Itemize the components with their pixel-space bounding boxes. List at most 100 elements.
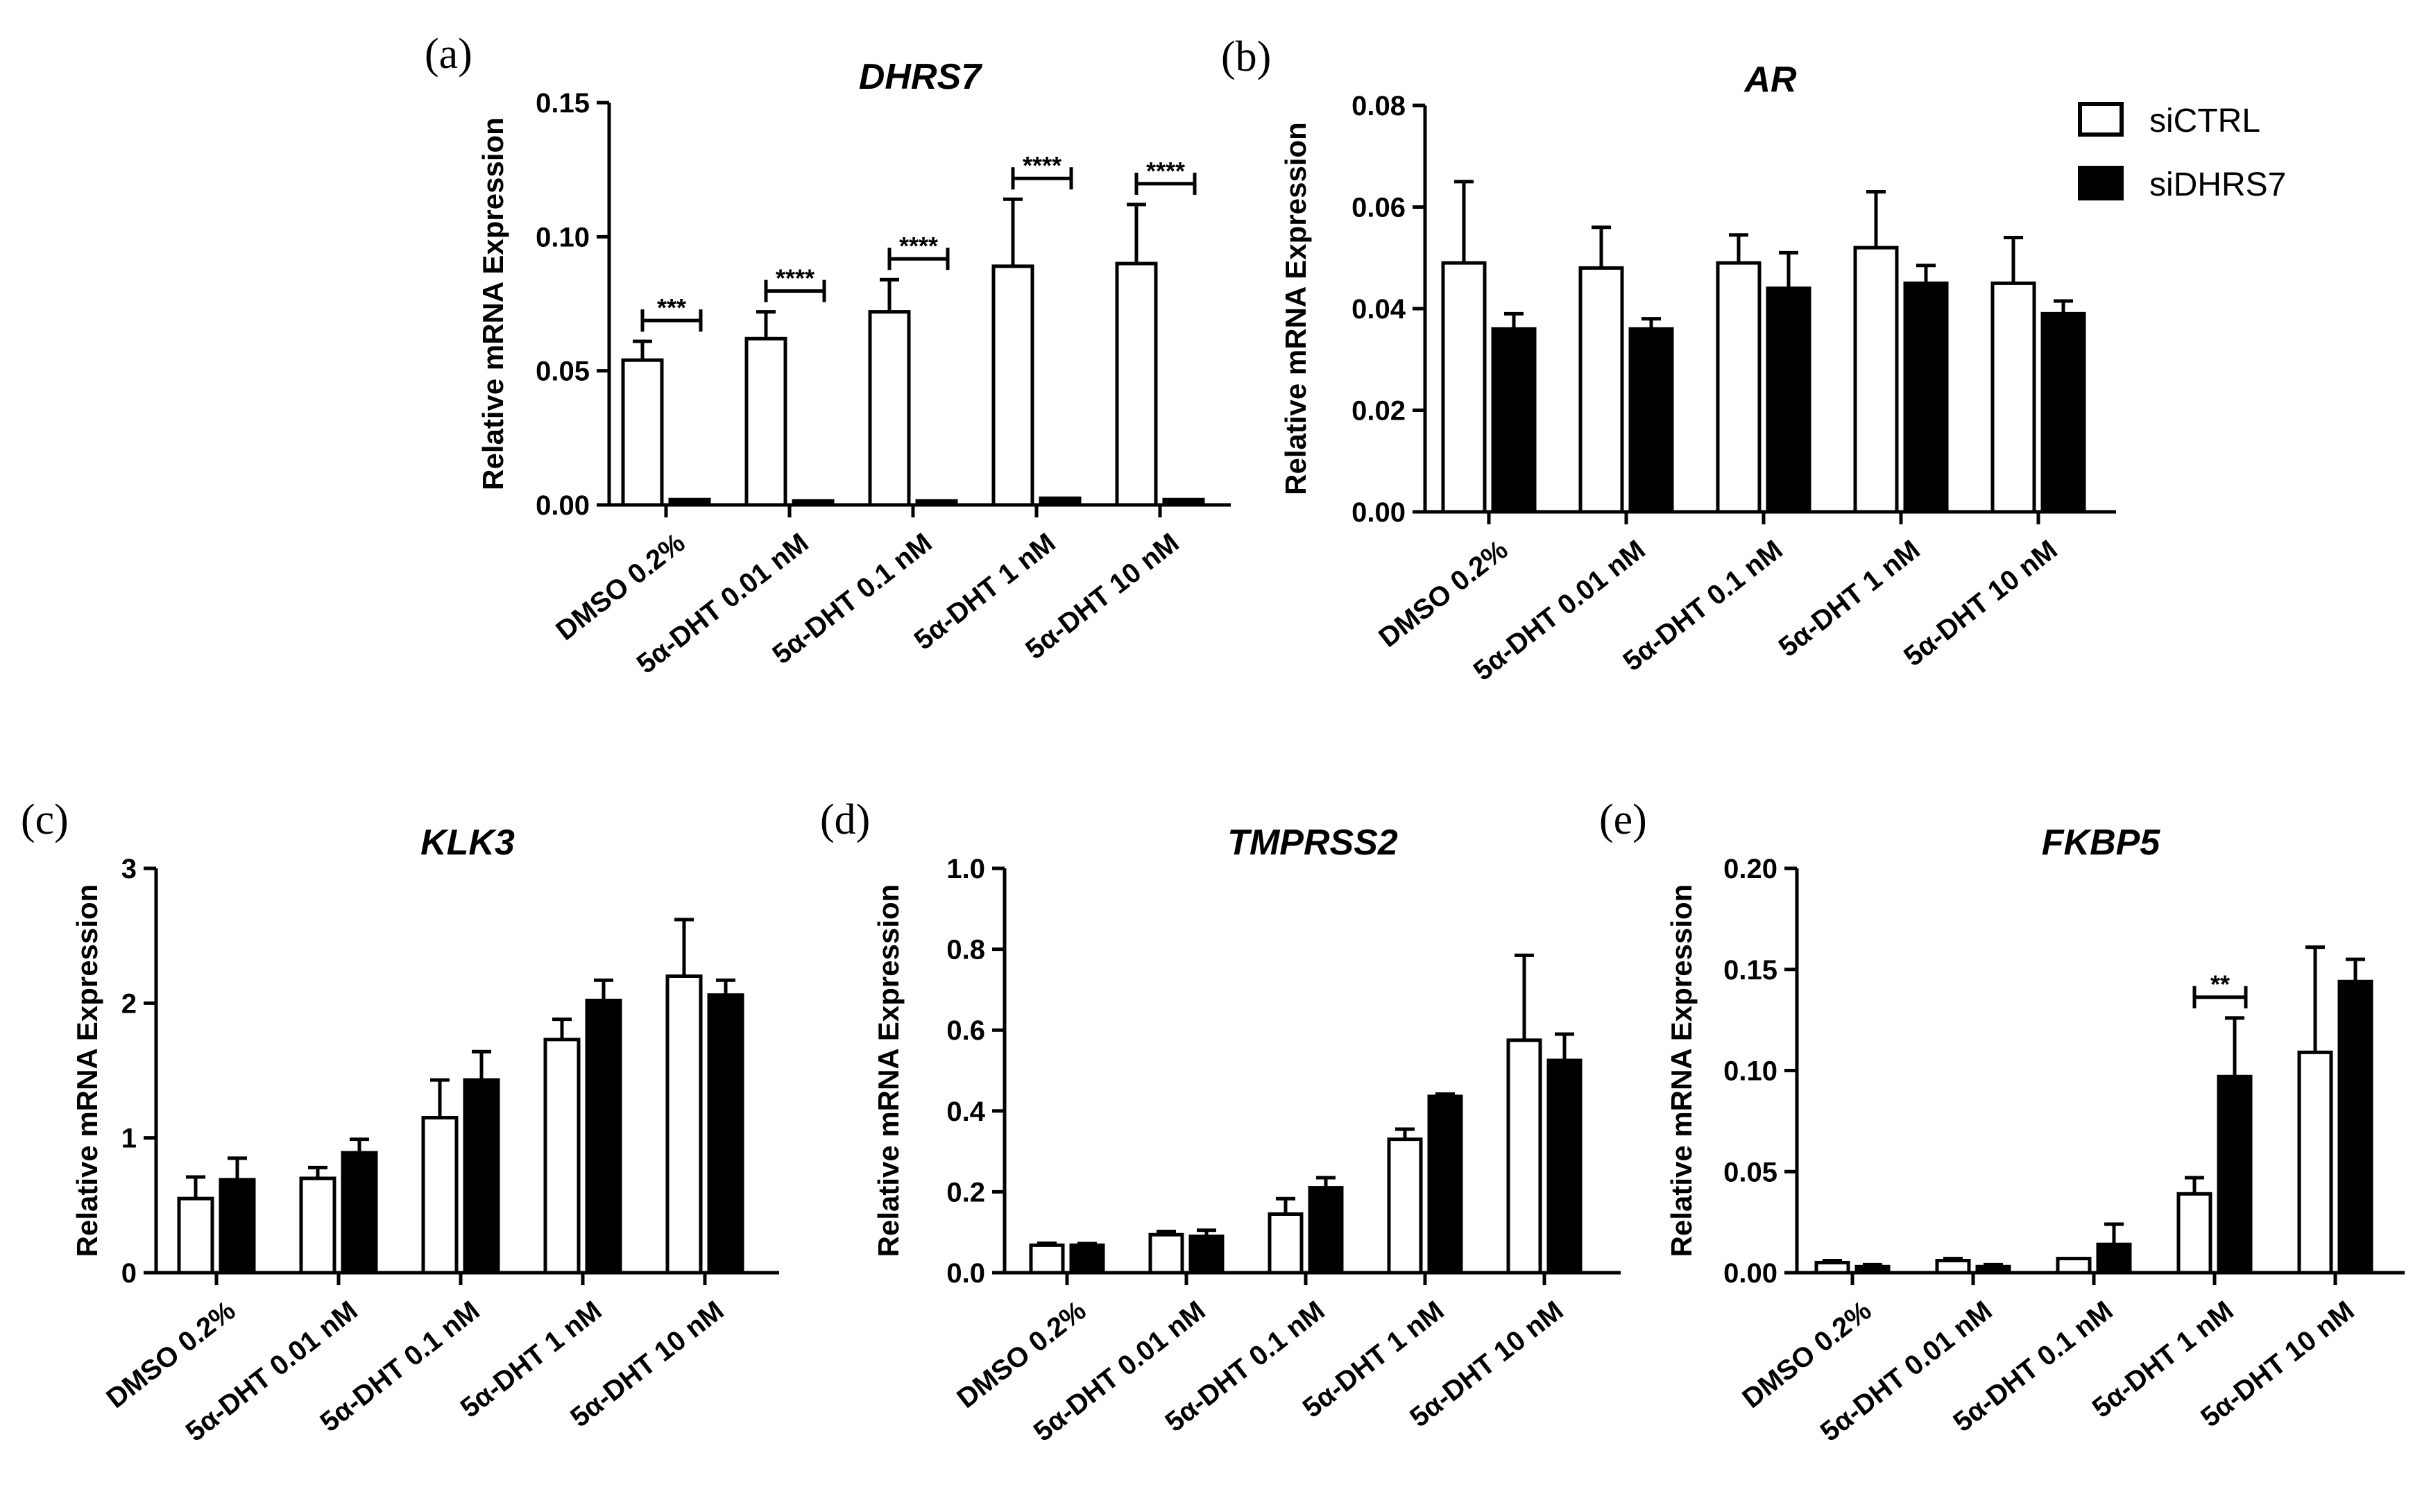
- chart-tmprss2: (d) TMPRSS2 0.0 0.2 0.4 0.6 0.8 1.0 Relative mRN…: [820, 796, 1621, 1447]
- panel-label: (c): [21, 796, 69, 843]
- y-tick-label: 0.10: [1723, 1056, 1777, 1087]
- significance-label: **: [2210, 970, 2230, 999]
- chart-title: TMPRSS2: [1227, 823, 1398, 863]
- bar-sictrl: [1578, 266, 1624, 514]
- bar-sidhrs7: [915, 499, 958, 507]
- y-tick-label: 0.06: [1351, 193, 1406, 223]
- chart-dhrs7: (a) DHRS7 0.00 0.05 0.10 0.15 Relative mRNA Ex…: [425, 31, 1231, 680]
- bar-sidhrs7: [1854, 1264, 1891, 1275]
- y-tick-label: 0.20: [1723, 854, 1777, 884]
- legend-label-sictrl: siCTRL: [2149, 103, 2260, 139]
- y-tick-label: 0.10: [536, 222, 590, 252]
- bar-sictrl: [1115, 261, 1158, 507]
- significance-label: ****: [776, 264, 815, 293]
- y-tick-label: 0.2: [946, 1177, 985, 1208]
- bar-sidhrs7: [668, 497, 711, 507]
- bar-sictrl: [421, 1116, 459, 1275]
- bar-sictrl: [868, 310, 911, 507]
- significance-label: ****: [1023, 151, 1061, 180]
- bar-sidhrs7: [1039, 496, 1082, 507]
- bar-sidhrs7: [1766, 286, 1811, 514]
- y-tick-label: 1: [121, 1124, 137, 1154]
- bar-sictrl: [744, 336, 787, 507]
- chart-title: KLK3: [420, 823, 515, 863]
- bar-sidhrs7: [1308, 1186, 1344, 1275]
- y-tick-label: 0: [121, 1258, 137, 1289]
- bar-sidhrs7: [2096, 1242, 2132, 1275]
- bar-sictrl: [1935, 1259, 1971, 1275]
- legend-label-sidhrs7: siDHRS7: [2149, 166, 2286, 203]
- panel-label: (d): [820, 796, 870, 843]
- category-label: 5α-DHT 1 nM: [1773, 534, 1926, 662]
- chart-fkbp5: (e) FKBP5 0.00 0.05 0.10 0.15 0.20 Relative mRN…: [1599, 796, 2405, 1447]
- y-tick-label: 0.15: [536, 88, 590, 119]
- bar-sidhrs7: [1069, 1243, 1105, 1275]
- bar-sidhrs7: [792, 499, 835, 507]
- y-axis-label: Relative mRNA Expression: [71, 884, 103, 1257]
- y-tick-label: 2: [121, 988, 137, 1019]
- bar-sictrl: [1148, 1232, 1184, 1275]
- bar-sidhrs7: [2337, 979, 2373, 1275]
- significance-label: ****: [1146, 157, 1185, 185]
- bar-sictrl: [1814, 1260, 1850, 1275]
- bar-sictrl: [991, 264, 1034, 507]
- panel-label: (b): [1221, 33, 1271, 80]
- significance-label: ***: [657, 293, 686, 322]
- bar-sidhrs7: [2040, 311, 2086, 514]
- bar-sidhrs7: [1975, 1264, 2011, 1275]
- bar-sidhrs7: [219, 1178, 256, 1275]
- y-tick-label: 0.00: [536, 490, 590, 521]
- bar-sictrl: [2176, 1192, 2212, 1275]
- y-axis-label: Relative mRNA Expression: [872, 884, 905, 1257]
- bar-sictrl: [177, 1196, 214, 1275]
- chart-ar: (b) AR 0.00 0.02 0.04 0.06 0.08 Relative mRNA E…: [1221, 33, 2116, 687]
- bar-sidhrs7: [1427, 1094, 1463, 1275]
- y-tick-label: 0.8: [946, 935, 985, 965]
- y-tick-label: 0.08: [1351, 91, 1406, 121]
- bar-sictrl: [1853, 246, 1899, 514]
- chart-title: DHRS7: [859, 57, 982, 97]
- y-tick-label: 0.02: [1351, 396, 1406, 427]
- bar-sidhrs7: [707, 993, 744, 1275]
- y-tick-label: 0.04: [1351, 294, 1406, 325]
- y-tick-label: 0.05: [536, 356, 590, 387]
- bar-sidhrs7: [585, 998, 622, 1275]
- bar-sictrl: [1990, 281, 2036, 514]
- bar-sidhrs7: [1162, 497, 1205, 507]
- bar-sidhrs7: [2217, 1074, 2253, 1275]
- bar-sidhrs7: [1188, 1235, 1225, 1275]
- panel-label: (a): [425, 31, 472, 78]
- y-tick-label: 1.0: [946, 854, 985, 884]
- bar-sictrl: [1029, 1243, 1065, 1275]
- y-tick-label: 0.15: [1723, 955, 1777, 986]
- bar-sidhrs7: [1546, 1058, 1583, 1275]
- panel-label: (e): [1599, 796, 1647, 843]
- bar-sictrl: [621, 358, 664, 507]
- chart-title: AR: [1743, 60, 1797, 100]
- category-label: 5α-DHT 10 nM: [1898, 534, 2063, 672]
- y-axis-label: Relative mRNA Expression: [1665, 884, 1698, 1257]
- bar-sictrl: [1268, 1212, 1304, 1275]
- y-tick-label: 3: [121, 854, 137, 884]
- bar-sictrl: [1441, 261, 1487, 514]
- y-tick-label: 0.00: [1723, 1258, 1777, 1289]
- bar-sictrl: [543, 1038, 581, 1275]
- bar-sidhrs7: [1491, 327, 1537, 514]
- y-axis-label: Relative mRNA Expression: [477, 117, 509, 490]
- bar-sictrl: [665, 974, 703, 1275]
- legend-swatch-sidhrs7: [2078, 166, 2124, 200]
- legend-swatch-sictrl: [2078, 102, 2124, 137]
- bar-sidhrs7: [463, 1078, 500, 1275]
- y-tick-label: 0.0: [946, 1258, 985, 1289]
- y-tick-label: 0.4: [946, 1097, 985, 1127]
- significance-label: ****: [899, 232, 938, 260]
- y-axis-label: Relative mRNA Expression: [1279, 122, 1312, 495]
- bar-sictrl: [1716, 261, 1762, 514]
- bar-sidhrs7: [1628, 327, 1674, 514]
- bar-sidhrs7: [1903, 281, 1949, 514]
- y-tick-label: 0.05: [1723, 1157, 1777, 1187]
- bar-sictrl: [1387, 1137, 1423, 1275]
- chart-title: FKBP5: [2042, 823, 2161, 863]
